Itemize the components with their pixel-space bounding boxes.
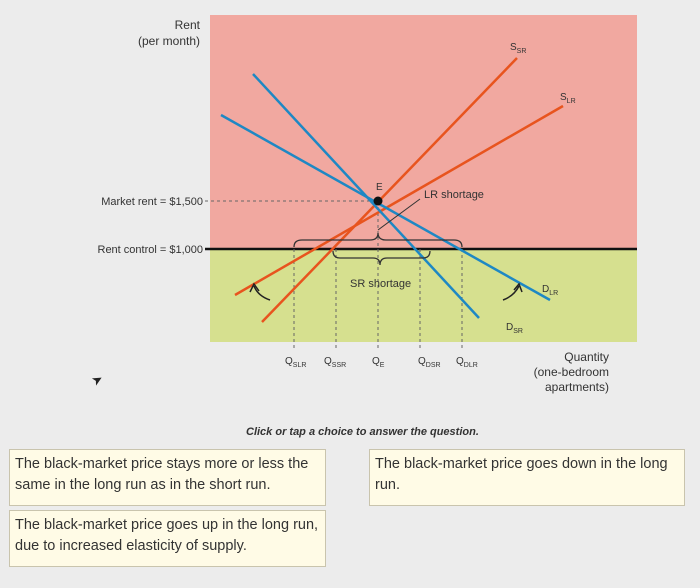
choice-option-b[interactable]: The black-market price goes down in the … <box>369 449 685 506</box>
supply-sr-label: SSR <box>510 42 526 55</box>
demand-lr-label: DLR <box>542 284 558 297</box>
supply-curve-lr <box>234 104 564 297</box>
equilibrium-point <box>373 196 383 206</box>
x-axis-title-line1: Quantity <box>564 350 609 364</box>
demand-sr-label: DSR <box>506 322 523 335</box>
demand-shift-arrowhead <box>513 282 523 293</box>
x-axis-title-line2: (one-bedroom <box>534 365 609 379</box>
equilibrium-label: E <box>376 182 383 193</box>
demand-shift-arrow <box>502 285 520 301</box>
question-prompt: Click or tap a choice to answer the ques… <box>246 426 479 438</box>
sr-shortage-brace <box>332 250 431 266</box>
lr-shortage-brace <box>293 232 463 248</box>
supply-lr-label: SLR <box>560 92 576 105</box>
chart: Rent (per month) Market rent = $1,500 Re… <box>98 15 637 394</box>
x-tick-qssr: QSSR <box>324 356 346 369</box>
supply-shift-arrow <box>253 285 271 301</box>
supply-shift-arrowhead <box>249 282 260 293</box>
sr-shortage-label: SR shortage <box>350 278 411 290</box>
supply-curve-sr <box>261 57 518 323</box>
lr-shortage-pointer <box>377 198 421 231</box>
y-axis-title-line2: (per month) <box>138 34 200 48</box>
region-above-control <box>210 15 637 249</box>
region-below-control <box>210 249 637 342</box>
x-axis-title-line3: apartments) <box>545 380 609 394</box>
choice-option-c[interactable]: The black-market price goes up in the lo… <box>9 510 326 567</box>
x-tick-qe: QE <box>372 356 385 369</box>
x-tick-qdsr: QDSR <box>418 356 441 369</box>
y-axis-title-line1: Rent <box>175 18 201 32</box>
x-tick-qslr: QSLR <box>285 356 306 369</box>
demand-curve-lr <box>220 113 551 302</box>
market-rent-label: Market rent = $1,500 <box>101 196 203 208</box>
rent-control-label: Rent control = $1,000 <box>98 244 204 256</box>
lr-shortage-label: LR shortage <box>424 189 484 201</box>
choice-option-a[interactable]: The black-market price stays more or les… <box>9 449 326 506</box>
x-tick-qdlr: QDLR <box>456 356 478 369</box>
